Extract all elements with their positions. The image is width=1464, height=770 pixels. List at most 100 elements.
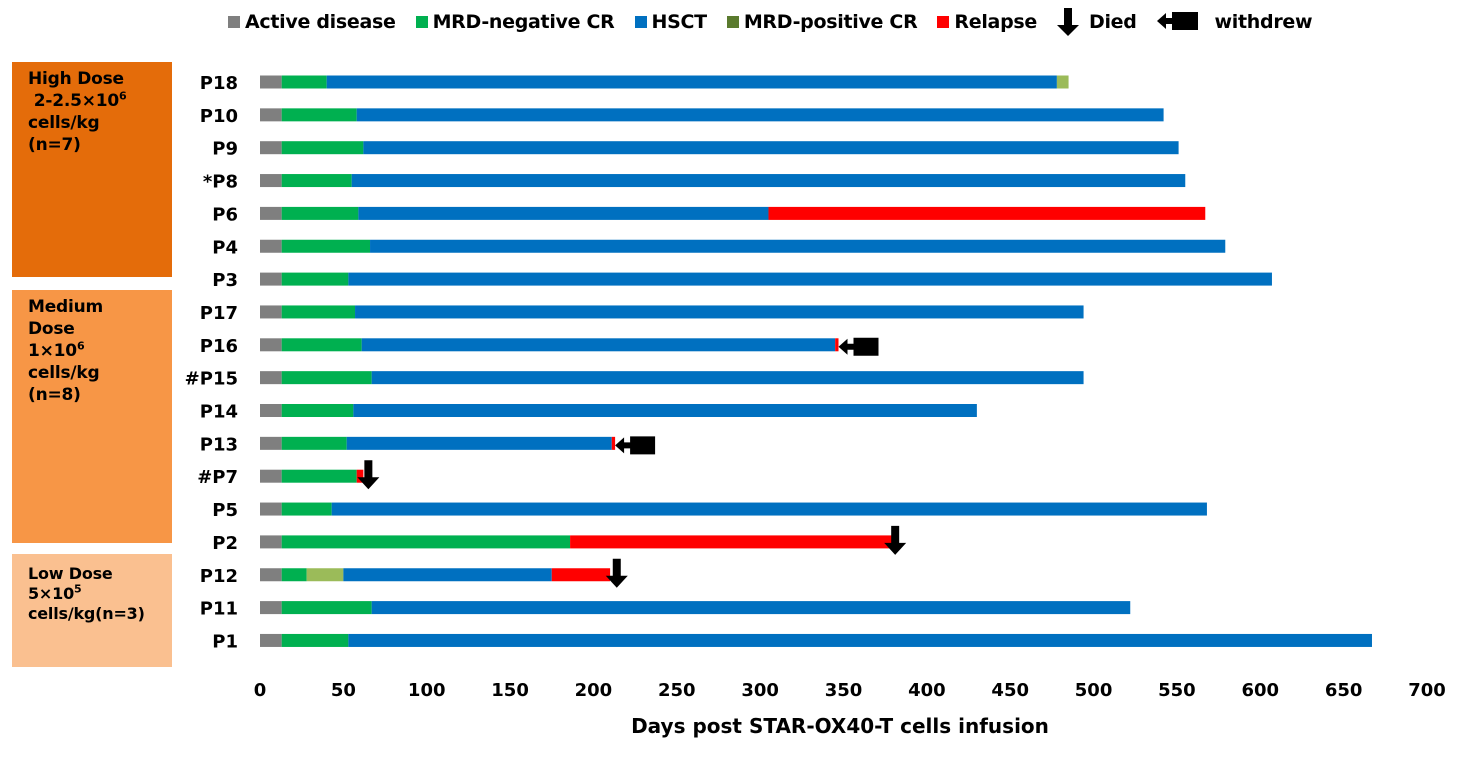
bar-segment-mrdneg [281, 338, 362, 352]
bar-segment-hsct [343, 568, 552, 582]
x-tick-label: 700 [1408, 680, 1446, 701]
patient-label: P17 [200, 303, 238, 324]
patient-label: P1 [212, 631, 238, 652]
bar-segment-hsct [361, 338, 836, 352]
patient-label: P6 [212, 204, 238, 225]
patient-label: P18 [200, 73, 238, 94]
dose-group-text: cells/kg [28, 363, 100, 383]
patient-row-p4 [260, 239, 1226, 253]
x-tick-label: 500 [1075, 680, 1113, 701]
patient-row-p14 [260, 404, 977, 417]
patient-label: P11 [200, 599, 238, 620]
down-arrow-icon [1056, 8, 1079, 36]
withdrew-arrow-icon [615, 436, 656, 455]
bar-segment-mrdneg [281, 239, 371, 253]
x-tick-label: 650 [1325, 680, 1363, 701]
legend-item-mrdneg: MRD-negative CR [415, 11, 615, 33]
bar-segment-mrdneg [281, 633, 349, 647]
bar-segment-hsct [370, 239, 1226, 253]
bar-segment-mrdneg [281, 601, 372, 615]
x-tick-label: 200 [575, 680, 613, 701]
bars-layer [260, 75, 1372, 647]
x-tick-label: 250 [658, 680, 696, 701]
patient-label: #P7 [197, 467, 238, 488]
bar-segment-mrdneg [281, 174, 352, 188]
legend-swatch-hsct [634, 16, 647, 28]
patient-label: P3 [212, 270, 238, 291]
x-tick-label: 100 [408, 680, 446, 701]
patient-label: P16 [200, 336, 238, 357]
dose-group-text: High Dose [28, 69, 124, 89]
dose-group-text: (n=7) [28, 135, 81, 155]
bar-segment-active [260, 239, 282, 253]
events-layer [357, 337, 907, 588]
bar-segment-mrdneg [281, 436, 347, 450]
patient-row-p10 [260, 108, 1164, 122]
legend-item-active: Active disease [228, 11, 396, 33]
bar-segment-active [260, 338, 282, 352]
patient-label: #P15 [185, 369, 238, 390]
patient-row-p18 [260, 75, 1069, 89]
bar-segment-active [260, 535, 282, 549]
bar-segment-relapse [768, 206, 1206, 220]
legend-item-mrdpos: MRD-positive CR [726, 11, 918, 33]
bar-segment-mrdpos [1056, 75, 1069, 89]
legend-label: MRD-negative CR [432, 11, 615, 33]
dose-group-text: Medium [28, 297, 104, 317]
died-arrow-icon [357, 460, 380, 490]
patient-label: P5 [212, 500, 238, 521]
x-tick-label: 50 [331, 680, 356, 701]
bar-segment-relapse [835, 338, 839, 352]
dose-group-highdose: High Dose 2-2.5×106 cells/kg (n=7) [12, 62, 172, 277]
dose-group-text: 5×105 [28, 582, 82, 603]
dose-group-text: 1×106 [28, 339, 85, 361]
x-axis-ticks: 0 50 100 150 200 250 300 350 400 450 500 550 600 650 7… [254, 680, 1446, 701]
bar-segment-hsct [371, 371, 1084, 385]
patient-row-p11 [260, 601, 1131, 615]
patient-row-p16 [260, 338, 839, 352]
bar-segment-hsct [348, 633, 1372, 647]
bar-segment-active [260, 174, 282, 188]
dose-group-text: 2-2.5×106 [28, 89, 127, 111]
bar-segment-active [260, 601, 282, 615]
bar-segment-relapse [551, 568, 611, 582]
bar-segment-hsct [346, 436, 612, 450]
dose-group-mediumdose: Medium Dose 1×106 cells/kg (n=8) [12, 290, 172, 543]
bar-segment-relapse [356, 469, 364, 483]
x-tick-label: 150 [491, 680, 529, 701]
bar-segment-hsct [353, 404, 977, 417]
dose-group-text: Dose [28, 319, 75, 339]
bar-segment-active [260, 404, 282, 417]
bar-segment-hsct [363, 141, 1179, 155]
bar-segment-active [260, 502, 282, 516]
bar-segment-hsct [371, 601, 1131, 615]
legend-label: Active disease [245, 11, 396, 33]
bar-segment-hsct [326, 75, 1057, 89]
patient-label: P14 [200, 402, 238, 423]
bar-segment-active [260, 469, 282, 483]
legend-swatch-active [228, 16, 240, 28]
patient-label: P13 [200, 434, 238, 455]
bar-segment-active [260, 305, 282, 319]
withdrew-arrow-icon [838, 337, 879, 356]
bar-segment-mrdneg [281, 371, 372, 385]
died-arrow-icon [884, 525, 907, 555]
bar-segment-active [260, 568, 282, 582]
bar-segment-active [260, 141, 282, 155]
bar-segment-mrdneg [281, 141, 364, 155]
legend-label: HSCT [651, 11, 708, 33]
x-axis-title: Days post STAR-OX40-T cells infusion [631, 714, 1049, 738]
x-tick-label: 600 [1241, 680, 1279, 701]
bar-segment-relapse [570, 535, 892, 549]
dose-group-text: cells/kg(n=3) [28, 604, 145, 623]
legend-item-withdrew: withdrew [1156, 11, 1313, 33]
legend-label: MRD-positive CR [743, 11, 918, 33]
bar-segment-hsct [351, 174, 1186, 188]
bar-segment-active [260, 108, 282, 122]
dose-group-text: (n=8) [28, 385, 81, 405]
dose-group-lowdose: Low Dose 5×105 cells/kg(n=3) [12, 554, 172, 667]
patient-row-p7 [260, 469, 364, 483]
legend-item-hsct: HSCT [634, 11, 708, 33]
bar-segment-active [260, 75, 282, 89]
